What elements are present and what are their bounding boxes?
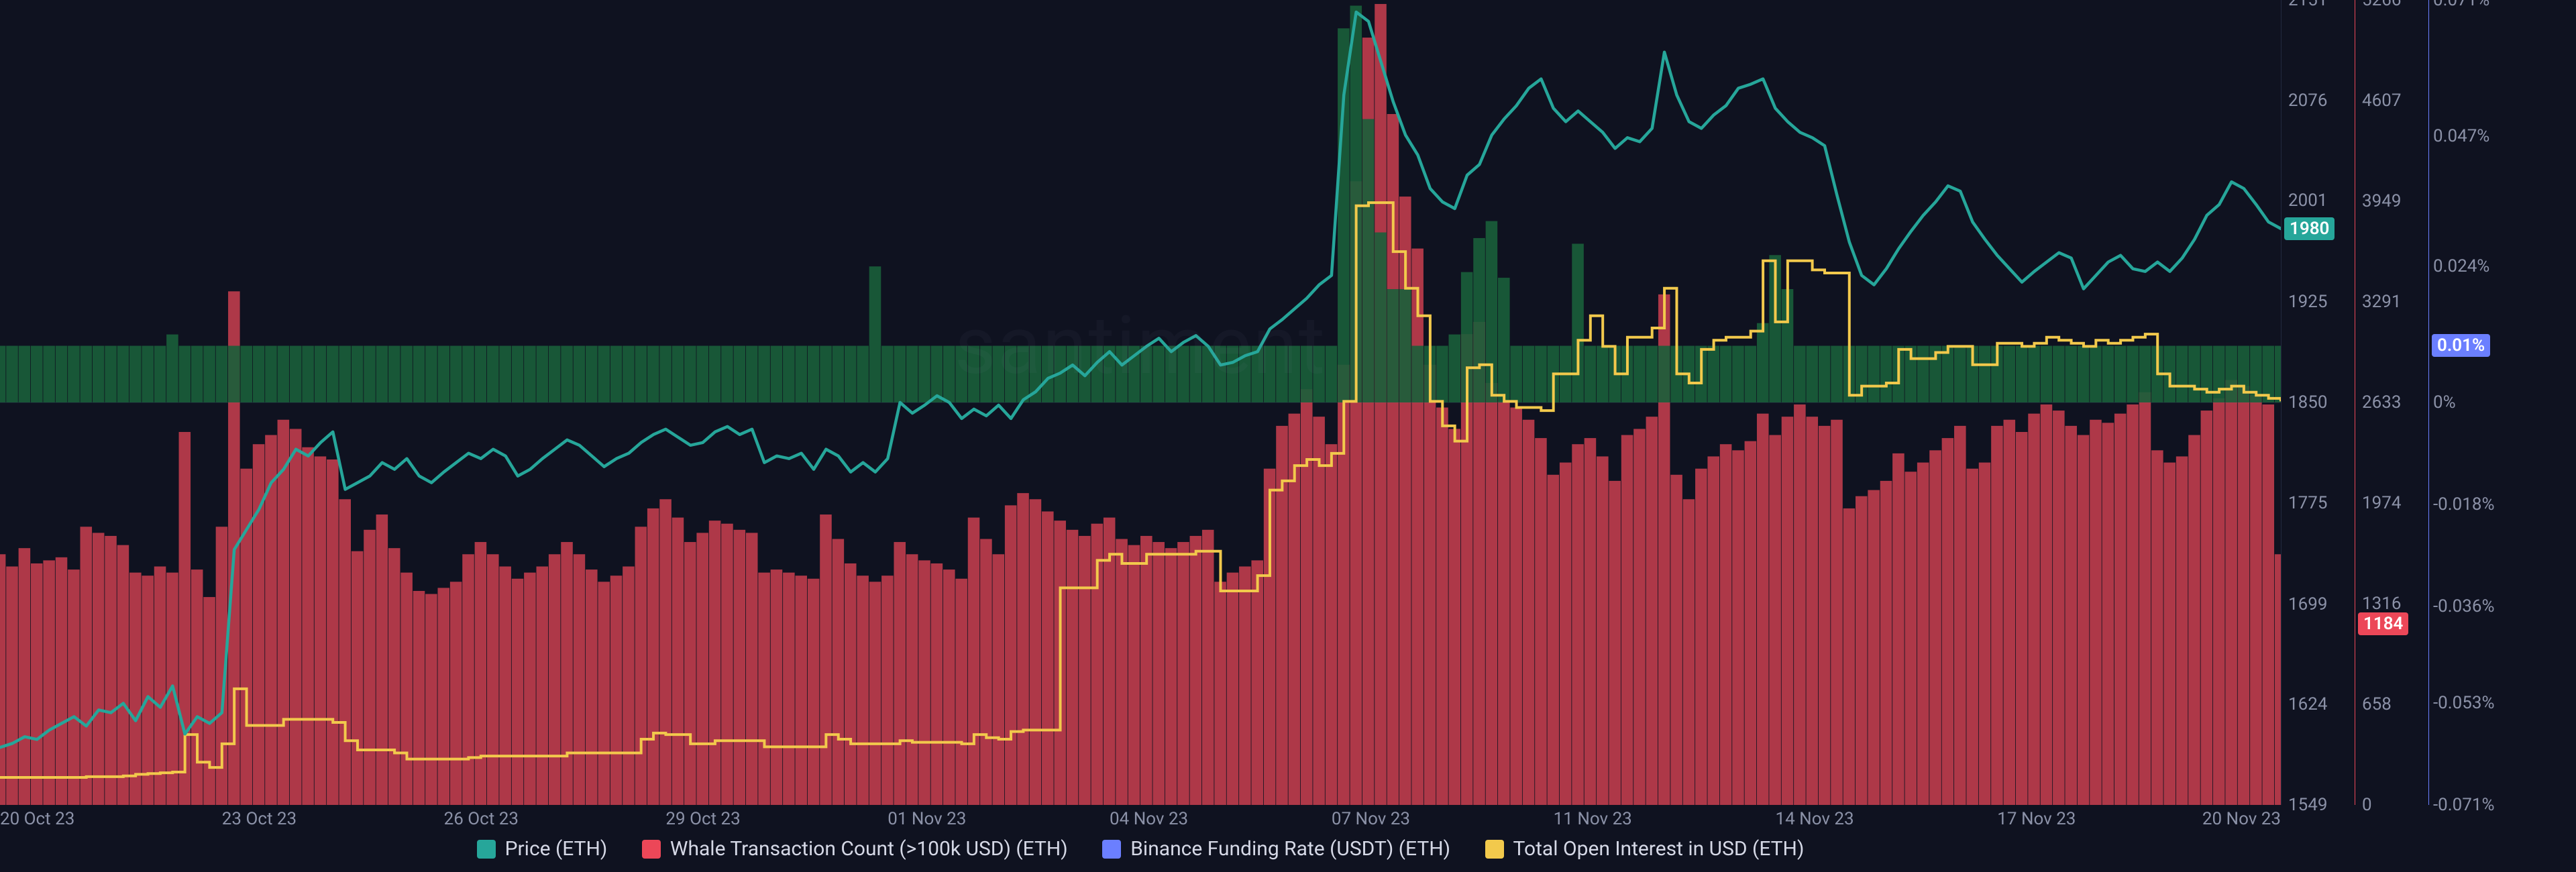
chart-root: santiment 1549 1624 1699 1775 1850 1925 2001 20… (0, 0, 2576, 872)
axis-price-current-badge: 1980 (2284, 217, 2334, 240)
plot-area[interactable]: santiment (0, 0, 2281, 805)
legend-item-funding[interactable]: Binance Funding Rate (USDT) (ETH) (1102, 837, 1450, 861)
axis-price-tick: 2151 (2288, 0, 2327, 10)
x-axis-tick: 04 Nov 23 (1110, 809, 1188, 829)
axis-whale-tick: 1974 (2362, 493, 2401, 513)
axis-whale-tick: 3949 (2362, 191, 2401, 211)
legend-item-price[interactable]: Price (ETH) (477, 837, 608, 861)
x-axis-tick: 26 Oct 23 (444, 809, 519, 829)
x-axis-tick: 20 Nov 23 (2202, 809, 2281, 829)
axis-price-tick: 1850 (2288, 392, 2327, 413)
axis-funding-tick: -0.036% (2433, 596, 2495, 616)
x-axis-tick: 17 Nov 23 (1997, 809, 2076, 829)
legend-swatch-price (477, 840, 496, 859)
x-axis-tick: 07 Nov 23 (1332, 809, 1410, 829)
legend-swatch-funding (1102, 840, 1121, 859)
axis-whale-tick: 0 (2362, 795, 2372, 815)
axis-funding-current-badge: 0.01% (2432, 334, 2490, 357)
axis-whale-tick: 1316 (2362, 594, 2401, 614)
axis-funding-tick: 0% (2433, 392, 2456, 413)
axis-funding-tick: -0.018% (2433, 494, 2495, 514)
legend-label-price: Price (ETH) (505, 837, 608, 861)
legend-item-oi[interactable]: Total Open Interest in USD (ETH) (1485, 837, 1805, 861)
legend: Price (ETH) Whale Transaction Count (>10… (0, 837, 2281, 864)
axis-funding-tick: 0.024% (2433, 256, 2489, 276)
axis-whale-tick: 5266 (2362, 0, 2401, 10)
axis-funding-tick: 0.071% (2433, 0, 2489, 10)
legend-swatch-whale (642, 840, 661, 859)
x-axis-tick: 14 Nov 23 (1775, 809, 1854, 829)
axis-price-tick: 1925 (2288, 292, 2327, 312)
axis-whale-tick: 658 (2362, 694, 2392, 714)
axis-whale-tick: 3291 (2362, 292, 2401, 312)
x-axis-tick: 20 Oct 23 (0, 809, 74, 829)
axis-funding-tick: -0.053% (2433, 693, 2495, 713)
axis-price-tick: 1699 (2288, 594, 2327, 614)
legend-item-whale[interactable]: Whale Transaction Count (>100k USD) (ETH… (642, 837, 1068, 861)
watermark-text: santiment (955, 299, 1326, 393)
x-axis-tick: 01 Nov 23 (888, 809, 966, 829)
axis-price-tick: 1775 (2288, 493, 2327, 513)
axis-price-tick: 2001 (2288, 190, 2327, 211)
axis-price-tick: 2076 (2288, 91, 2327, 111)
legend-label-oi: Total Open Interest in USD (ETH) (1513, 837, 1805, 861)
plot-svg (0, 0, 2281, 805)
y-axis-price: 1549162416991775185019252001207621511980 (2281, 0, 2355, 805)
x-axis-tick: 29 Oct 23 (665, 809, 740, 829)
axis-price-tick: 1549 (2288, 795, 2327, 815)
legend-label-whale: Whale Transaction Count (>100k USD) (ETH… (670, 837, 1068, 861)
legend-label-funding: Binance Funding Rate (USDT) (ETH) (1130, 837, 1450, 861)
x-axis-tick: 11 Nov 23 (1554, 809, 1632, 829)
legend-swatch-oi (1485, 840, 1504, 859)
x-axis-tick: 23 Oct 23 (222, 809, 297, 829)
axis-price-tick: 1624 (2288, 694, 2327, 714)
x-axis: 20 Oct 23 23 Oct 23 26 Oct 23 29 Oct 23 01 N… (0, 805, 2281, 832)
y-axis-whale: 065813161974263332913949460752661184 (2355, 0, 2428, 805)
axis-whale-tick: 2633 (2362, 392, 2401, 413)
axis-funding-tick: -0.071% (2433, 795, 2495, 815)
axis-whale-current-badge: 1184 (2358, 612, 2408, 635)
axis-whale-tick: 4607 (2362, 91, 2401, 111)
y-axis-funding: -0.071%-0.053%-0.036%-0.018%0%0.024%0.04… (2428, 0, 2576, 805)
axis-funding-tick: 0.047% (2433, 126, 2489, 146)
